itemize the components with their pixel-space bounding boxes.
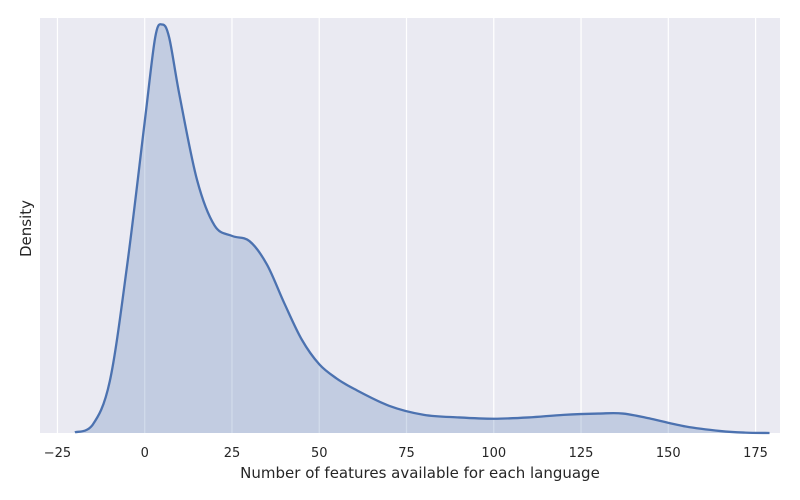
x-axis-label: Number of features available for each la… (240, 464, 600, 482)
x-tick-label: −25 (44, 446, 71, 461)
x-tick-label: 175 (743, 446, 768, 461)
x-tick-label: 125 (569, 446, 594, 461)
x-tick-label: 75 (398, 446, 415, 461)
y-axis-label: Density (17, 200, 35, 257)
density-area-fill (74, 24, 770, 434)
x-tick-label: 0 (141, 446, 149, 461)
x-tick-label: 25 (224, 446, 241, 461)
plot-background (40, 18, 780, 433)
x-tick-label: 50 (311, 446, 328, 461)
x-tick-labels: −25 0 25 50 75 100 125 150 175 (44, 446, 768, 461)
x-tick-label: 100 (481, 446, 506, 461)
density-curve-line (74, 23, 770, 435)
grid-lines (56, 18, 757, 433)
x-tick-label: 150 (656, 446, 681, 461)
